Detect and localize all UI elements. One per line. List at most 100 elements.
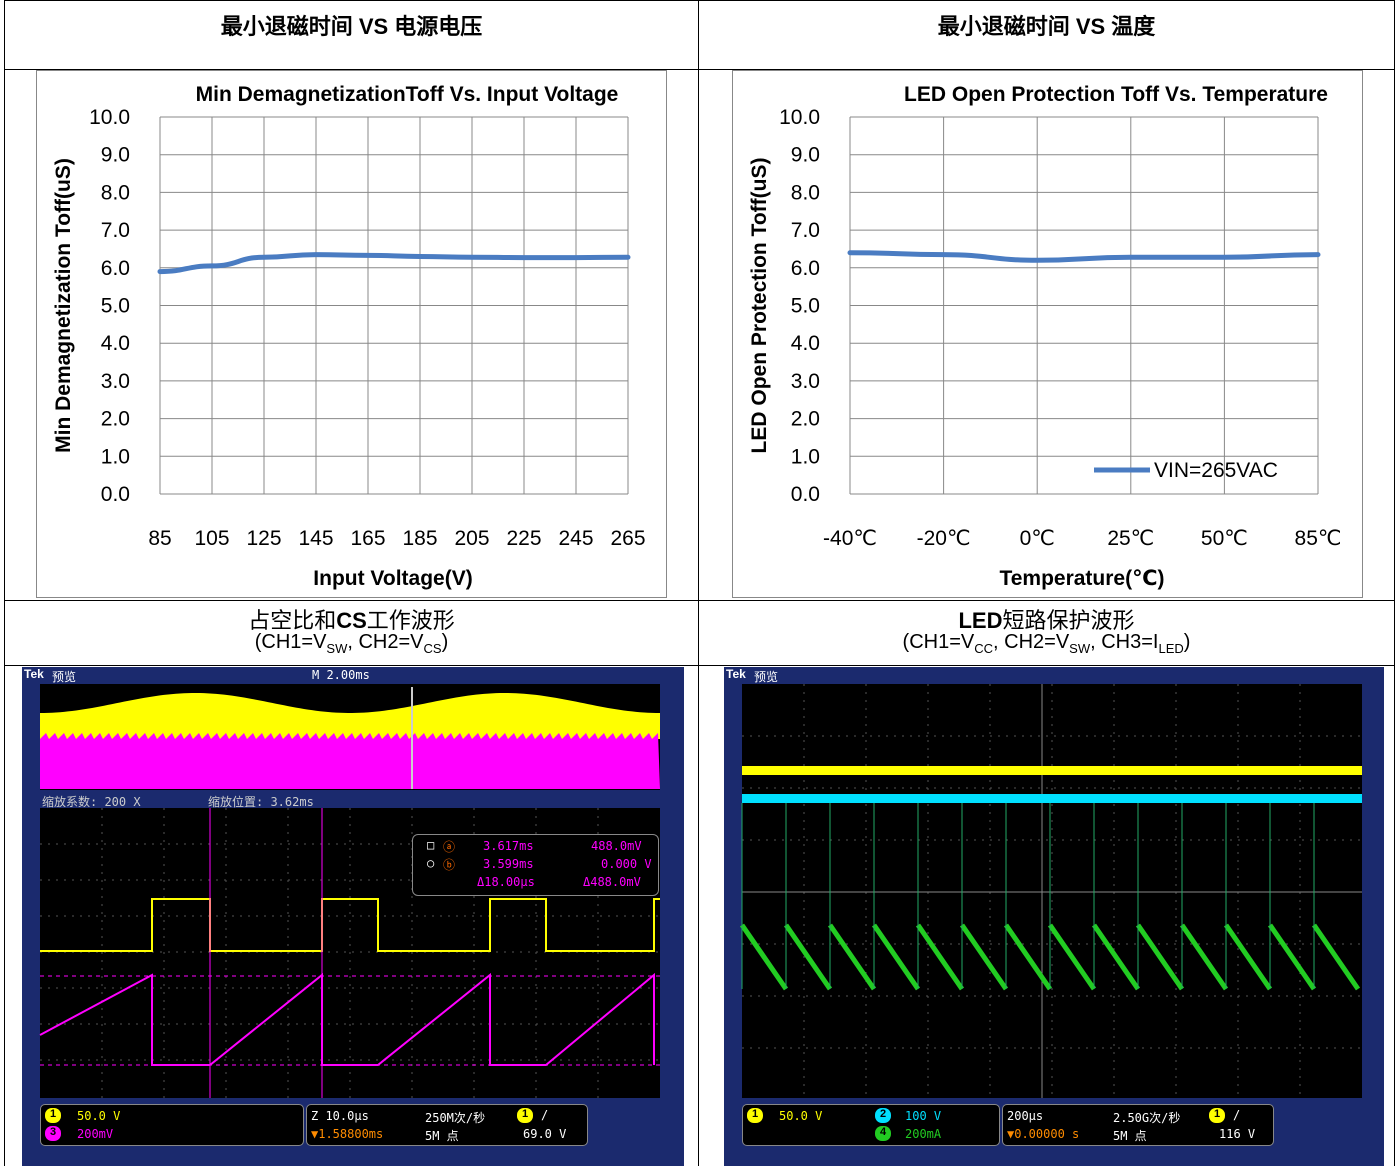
x-tick-label: 145 xyxy=(298,527,333,550)
x-axis-label: Temperature(℃) xyxy=(999,567,1164,590)
y-tick-label: 0.0 xyxy=(791,483,820,506)
x-tick-label: 25℃ xyxy=(1107,527,1154,550)
scope-right-display xyxy=(739,684,1362,1098)
ch3-badge: 3 xyxy=(45,1126,61,1141)
cursor-a-marker: □ xyxy=(427,838,435,852)
y-axis-label: LED Open Protection Toff(uS) xyxy=(748,158,771,454)
x-tick-label: 265 xyxy=(610,527,645,550)
scope-mode-right: 预览 xyxy=(754,670,779,684)
trig-ch-badge-r: 1 xyxy=(1209,1108,1225,1123)
series-line xyxy=(157,252,631,275)
x-tick-label: 85 xyxy=(148,527,171,550)
tr-title: 最小退磁时间 VS 温度 xyxy=(937,14,1156,39)
br-title: LED短路保护波形 xyxy=(958,608,1135,633)
sample-rate: 250M次/秒 xyxy=(425,1111,486,1125)
y-tick-label: 8.0 xyxy=(101,181,130,204)
y-axis-label: Min Demagnetization Toff(uS) xyxy=(52,158,75,453)
y-tick-label: 9.0 xyxy=(101,144,130,167)
bl-subtitle: (CH1=VSW, CH2=VCS) xyxy=(254,631,449,656)
x-tick-label: 105 xyxy=(194,527,229,550)
trigger-pos: ▼1.58800ms xyxy=(311,1127,384,1141)
y-tick-label: 3.0 xyxy=(791,370,820,393)
ch4-scale-r: 200mA xyxy=(905,1127,942,1141)
y-tick-label: 4.0 xyxy=(101,332,130,355)
trig-ch-badge: 1 xyxy=(517,1108,533,1123)
delta-time: Δ18.00μs xyxy=(477,875,535,889)
y-tick-label: 2.0 xyxy=(791,408,820,431)
trigger-level-r: 116 V xyxy=(1219,1127,1256,1141)
y-tick-label: 6.0 xyxy=(101,257,130,280)
y-tick-label: 2.0 xyxy=(101,408,130,431)
ch1-envelope xyxy=(40,693,660,739)
y-tick-label: 4.0 xyxy=(791,332,820,355)
series-line xyxy=(847,250,1321,263)
scope-left-display xyxy=(39,684,660,1098)
zoom-factor: 缩放系数: 200 X xyxy=(42,795,141,809)
ch3-envelope xyxy=(40,733,660,789)
cell-tl-header: 最小退磁时间 VS 电源电压 xyxy=(4,0,699,70)
record-length-r: 5M 点 xyxy=(1113,1129,1147,1143)
y-tick-label: 1.0 xyxy=(791,445,820,468)
trigger-pos-r: ▼0.00000 s xyxy=(1007,1127,1080,1141)
timebase-r: 200μs xyxy=(1007,1109,1044,1123)
zoom-position: 缩放位置: 3.62ms xyxy=(208,795,314,809)
chart-title: LED Open Protection Toff Vs. Temperature xyxy=(904,83,1328,106)
chart-min-demag-vs-voltage: Min DemagnetizationToff Vs. Input Voltag… xyxy=(36,70,667,598)
delta-volt: Δ488.0mV xyxy=(583,875,641,889)
cursor-readout: □ ⓐ 3.617ms 488.0mV ○ ⓑ 3.599ms 0.000 V … xyxy=(412,834,659,896)
chart-led-open-vs-temperature: LED Open Protection Toff Vs. Temperature… xyxy=(732,70,1363,598)
cell-tr-header: 最小退磁时间 VS 温度 xyxy=(698,0,1395,70)
tek-logo-right: Tek xyxy=(726,667,746,681)
ch1-badge: 1 xyxy=(45,1108,61,1123)
scope-left: Tek 预览 M 2.00ms 缩放系数: 200 X 缩放位置: 3.62ms… xyxy=(22,667,684,1166)
x-tick-label: 245 xyxy=(558,527,593,550)
ch4-trace xyxy=(739,923,1361,991)
x-tick-label: 225 xyxy=(506,527,541,550)
trigger-level: 69.0 V xyxy=(523,1127,567,1141)
ch2-trace xyxy=(742,794,1362,803)
cursor-a-volt: 488.0mV xyxy=(591,839,642,853)
channel-status-left: 1 50.0 V 3 200mV xyxy=(40,1104,304,1146)
trigger-slope-icon: / xyxy=(541,1108,549,1122)
y-tick-label: 10.0 xyxy=(89,106,130,129)
legend-label: VIN=265VAC xyxy=(1154,459,1278,482)
trigger-slope-icon-r: / xyxy=(1233,1108,1241,1122)
x-tick-label: 50℃ xyxy=(1201,527,1248,550)
y-tick-label: 5.0 xyxy=(101,295,130,318)
cursor-b-badge: ⓑ xyxy=(443,858,456,872)
x-tick-label: 125 xyxy=(246,527,281,550)
ch3-scale: 200mV xyxy=(77,1127,114,1141)
sample-rate-r: 2.50G次/秒 xyxy=(1113,1111,1181,1125)
x-tick-label: 165 xyxy=(350,527,385,550)
channel-status-right: 1 50.0 V 2 100 V 4 200mA xyxy=(742,1104,1000,1146)
y-tick-label: 3.0 xyxy=(101,370,130,393)
y-tick-label: 0.0 xyxy=(101,483,130,506)
scope-right: Tek 预览 1 50.0 V 2 100 V 4 200mA 200μs 2.… xyxy=(724,667,1384,1166)
y-tick-label: 1.0 xyxy=(101,445,130,468)
y-tick-label: 7.0 xyxy=(791,219,820,242)
record-length: 5M 点 xyxy=(425,1129,459,1143)
br-subtitle: (CH1=VCC, CH2=VSW, CH3=ILED) xyxy=(902,631,1191,656)
ch1-scale: 50.0 V xyxy=(77,1109,121,1123)
cell-br-scope xyxy=(698,665,1395,1166)
cursor-a-badge: ⓐ xyxy=(443,840,456,854)
ch2-scale-r: 100 V xyxy=(905,1109,942,1123)
ch2-badge-r: 2 xyxy=(875,1108,891,1123)
tek-logo: Tek xyxy=(24,667,44,681)
y-tick-label: 6.0 xyxy=(791,257,820,280)
x-tick-label: 205 xyxy=(454,527,489,550)
scope-mode: 预览 xyxy=(52,670,77,684)
x-tick-label: -20℃ xyxy=(917,527,971,550)
x-tick-label: 0℃ xyxy=(1020,527,1055,550)
bl-title: 占空比和CS工作波形 xyxy=(248,608,455,633)
ch3-trace xyxy=(39,972,655,1066)
x-tick-label: -40℃ xyxy=(823,527,877,550)
scope-timebase: M 2.00ms xyxy=(312,668,370,682)
ch1-trace xyxy=(742,766,1362,775)
y-tick-label: 5.0 xyxy=(791,295,820,318)
tl-title: 最小退磁时间 VS 电源电压 xyxy=(220,14,483,39)
cell-bl-header: 占空比和CS工作波形 (CH1=VSW, CH2=VCS) xyxy=(4,600,699,666)
cursor-b-marker: ○ xyxy=(427,856,435,870)
y-tick-label: 7.0 xyxy=(101,219,130,242)
